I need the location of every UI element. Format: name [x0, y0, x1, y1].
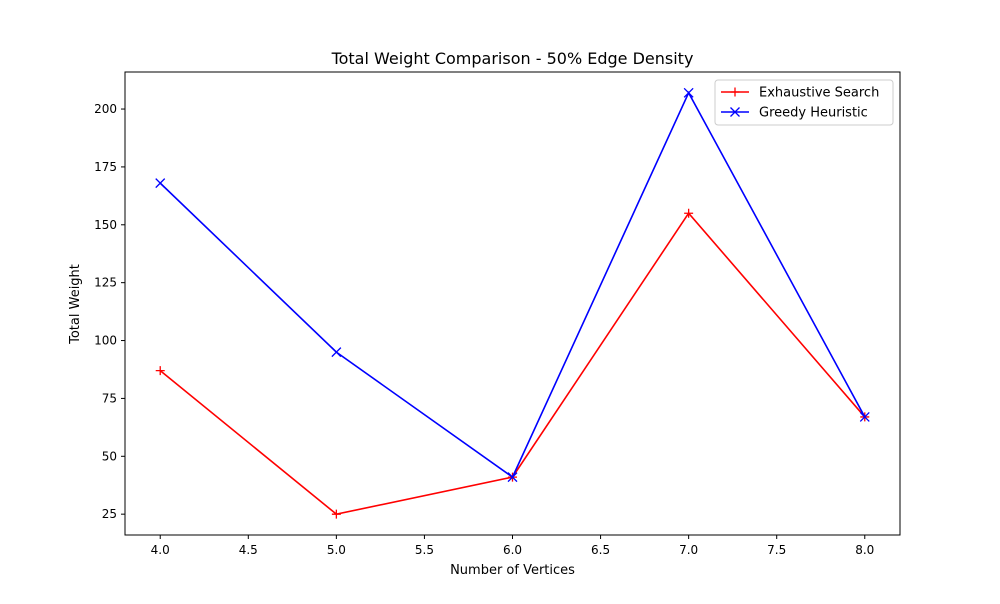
x-tick-label: 5.0 [327, 543, 346, 557]
data-point [859, 411, 870, 422]
x-tick-label: 6.0 [503, 543, 522, 557]
legend-marker [730, 87, 740, 97]
chart-title: Total Weight Comparison - 50% Edge Densi… [331, 49, 694, 68]
legend-label: Exhaustive Search [759, 86, 879, 101]
data-point [507, 472, 518, 483]
y-tick-label: 100 [94, 334, 117, 348]
y-axis-label: Total Weight [68, 264, 83, 345]
legend-item: Greedy Heuristic [721, 106, 868, 121]
x-tick-label: 7.0 [679, 543, 698, 557]
series-greedy-heuristic [155, 87, 870, 483]
legend: Exhaustive Search Greedy Heuristic [714, 79, 894, 126]
data-point [331, 509, 341, 519]
y-tick-label: 175 [94, 160, 117, 174]
x-tick-label: 5.5 [415, 543, 434, 557]
x-tick-label: 4.5 [239, 543, 258, 557]
x-tick-label: 8.0 [855, 543, 874, 557]
axes-frame [124, 71, 901, 536]
legend-label: Greedy Heuristic [759, 106, 868, 121]
data-point [683, 87, 694, 98]
data-point [331, 347, 342, 358]
x-tick-label: 4.0 [151, 543, 170, 557]
y-tick-label: 75 [102, 391, 117, 405]
plot-area: 4.0 4.5 5.0 5.5 6.0 6.5 7.0 7.5 8.0 25 50 75 100 125 1… [94, 71, 901, 557]
x-axis-label: Number of Vertices [450, 563, 575, 578]
y-tick-label: 150 [94, 218, 117, 232]
y-tick-label: 25 [102, 507, 117, 521]
y-tick-label: 200 [94, 102, 117, 116]
y-tick-label: 125 [94, 276, 117, 290]
data-point [155, 178, 166, 189]
y-tick-label: 50 [102, 449, 117, 463]
data-point [155, 366, 165, 376]
legend-box [714, 79, 894, 126]
x-tick-label: 7.5 [767, 543, 786, 557]
x-tick-label: 6.5 [591, 543, 610, 557]
legend-item: Exhaustive Search [721, 86, 879, 101]
legend-marker [730, 107, 740, 117]
data-point [684, 208, 694, 218]
